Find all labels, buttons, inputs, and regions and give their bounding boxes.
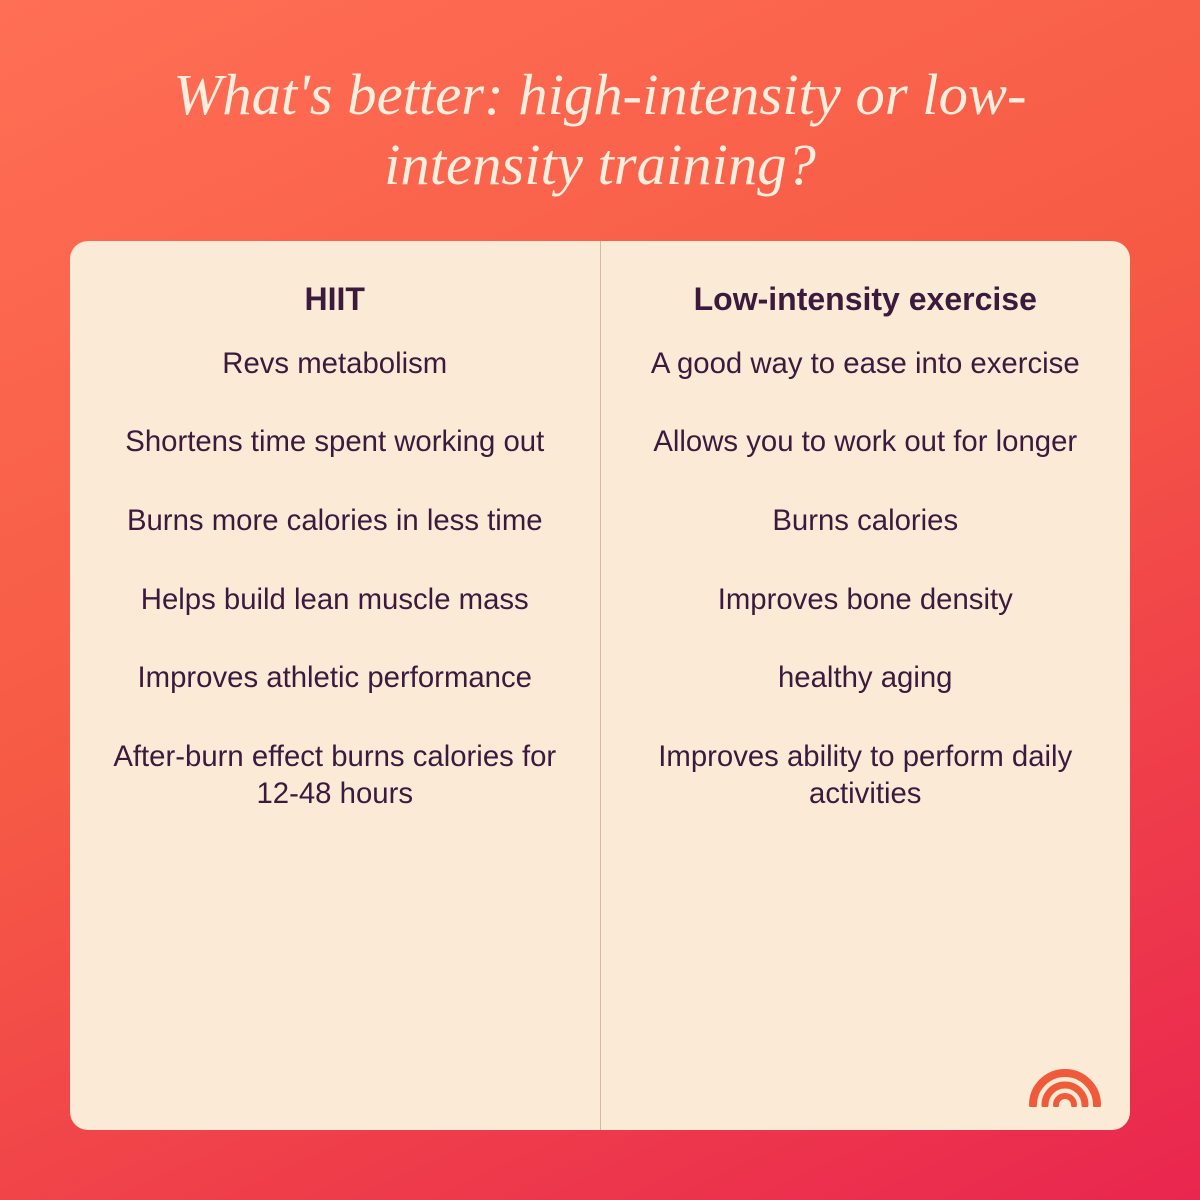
- list-item: Improves athletic performance: [108, 660, 562, 697]
- column-low-intensity: Low-intensity exercise A good way to eas…: [601, 241, 1131, 1130]
- infographic-canvas: What's better: high-intensity or low-int…: [0, 0, 1200, 1200]
- sunrise-icon: [1028, 1065, 1102, 1112]
- column-hiit: HIIT Revs metabolism Shortens time spent…: [70, 241, 600, 1130]
- list-item: A good way to ease into exercise: [639, 346, 1093, 383]
- list-item: Revs metabolism: [108, 346, 562, 383]
- list-item: After-burn effect burns calories for 12-…: [108, 739, 562, 812]
- list-item: Improves ability to perform daily activi…: [639, 739, 1093, 812]
- column-heading: HIIT: [305, 281, 365, 318]
- column-items: Revs metabolism Shortens time spent work…: [108, 346, 562, 813]
- list-item: healthy aging: [639, 660, 1093, 697]
- list-item: Helps build lean muscle mass: [108, 582, 562, 619]
- list-item: Allows you to work out for longer: [639, 424, 1093, 461]
- list-item: Burns more calories in less time: [108, 503, 562, 540]
- list-item: Shortens time spent working out: [108, 424, 562, 461]
- column-items: A good way to ease into exercise Allows …: [639, 346, 1093, 813]
- comparison-card: HIIT Revs metabolism Shortens time spent…: [70, 241, 1130, 1130]
- list-item: Improves bone density: [639, 582, 1093, 619]
- page-title: What's better: high-intensity or low-int…: [70, 60, 1130, 201]
- list-item: Burns calories: [639, 503, 1093, 540]
- column-heading: Low-intensity exercise: [694, 281, 1037, 318]
